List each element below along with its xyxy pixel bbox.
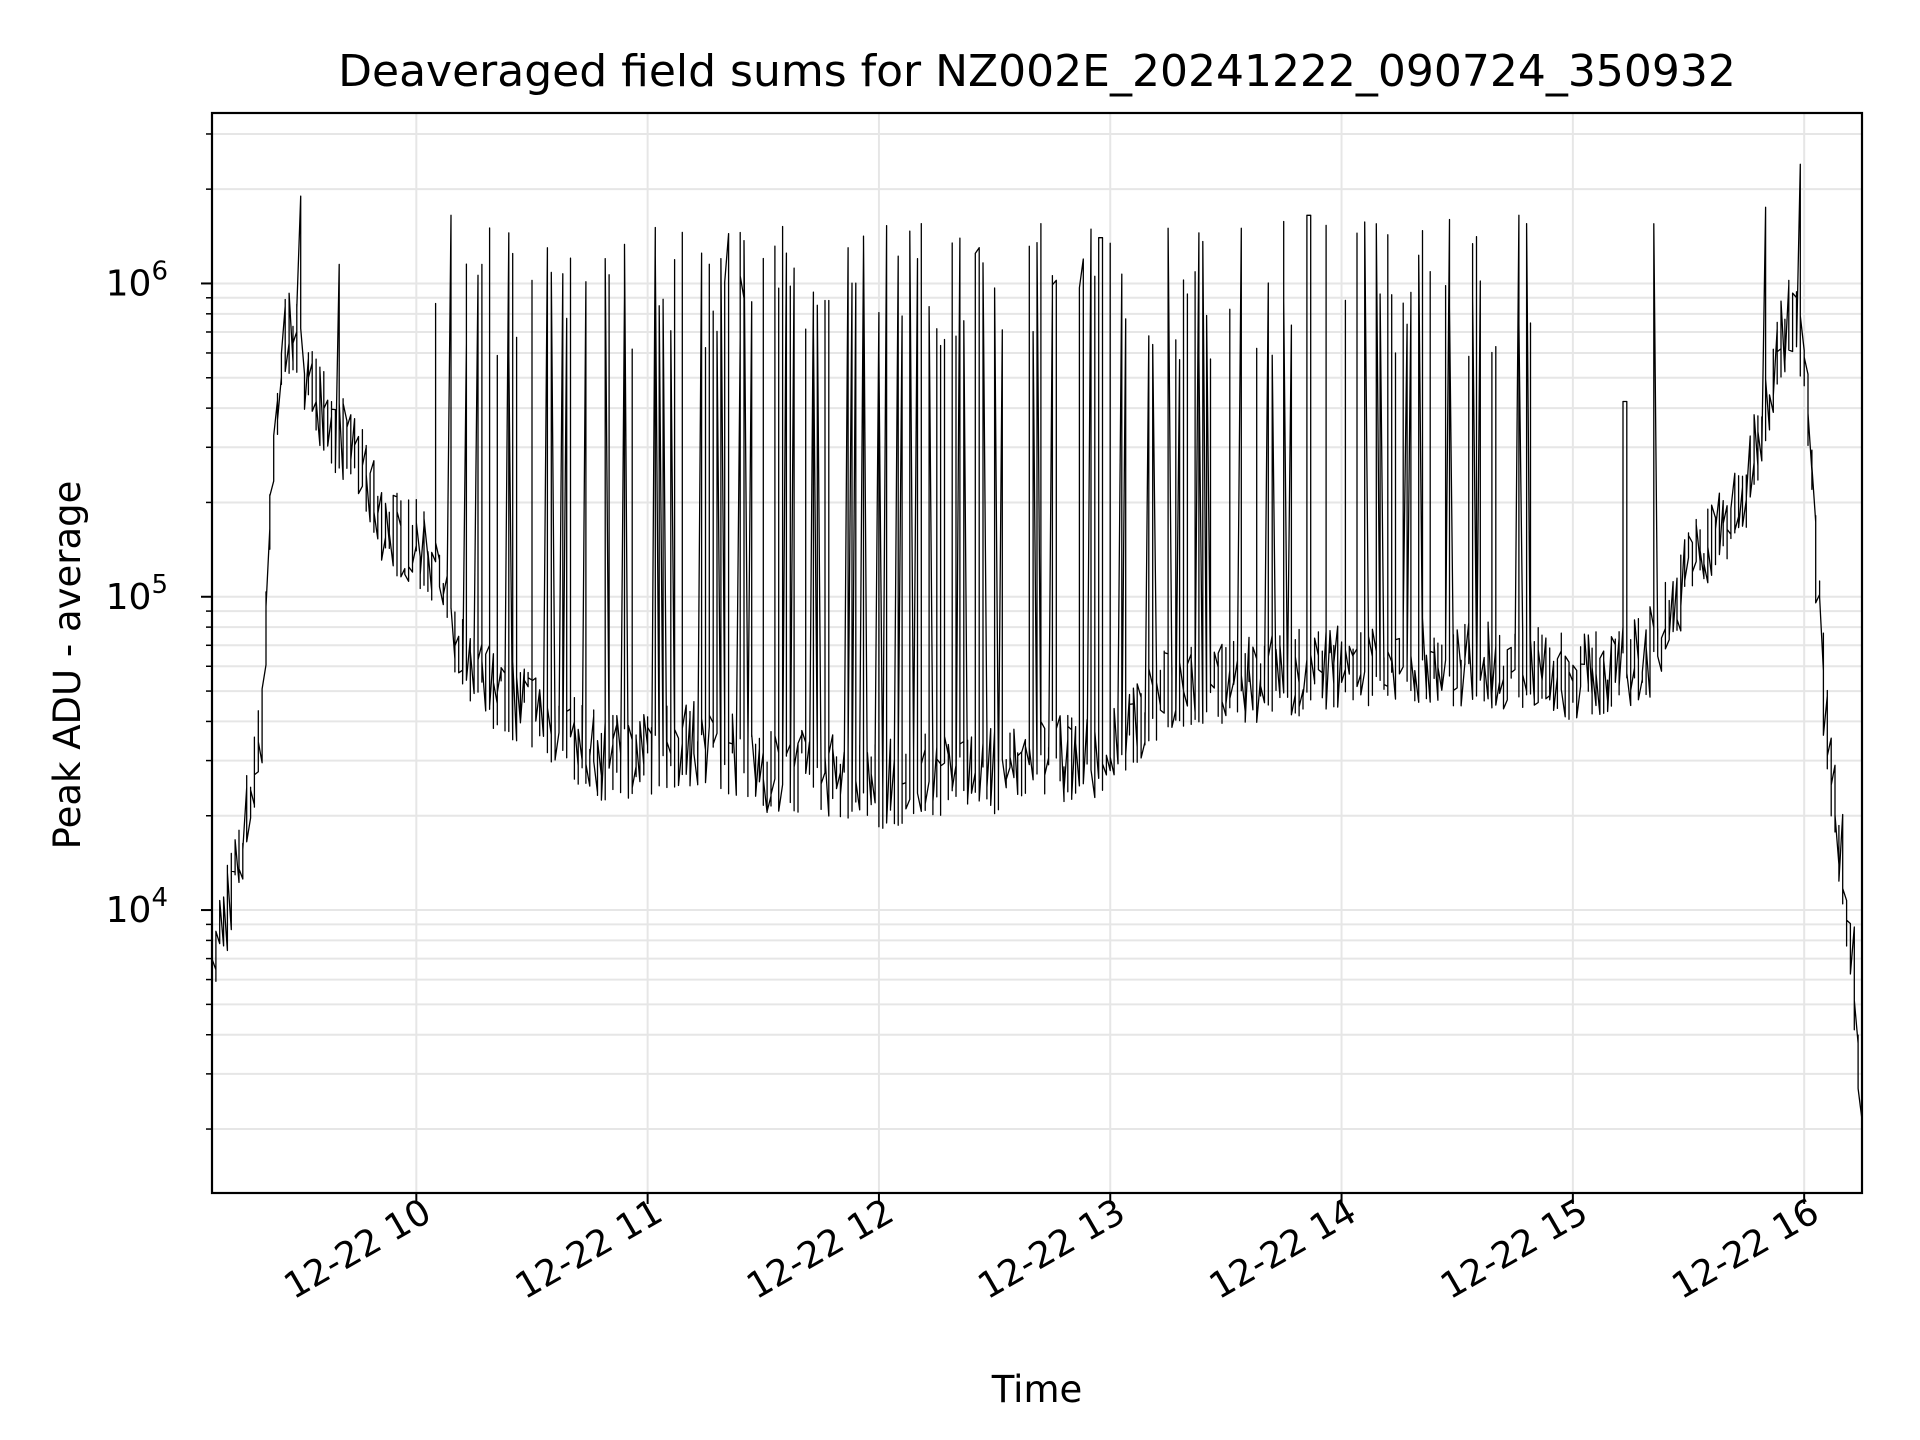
y-tick-label: 106	[106, 256, 168, 304]
plot-area	[211, 163, 1863, 1120]
axes-frame	[210, 111, 1864, 1195]
y-axis-label: Peak ADU - average	[46, 481, 89, 850]
series-line	[211, 163, 1863, 1120]
y-tick-label: 105	[106, 570, 168, 618]
chart-title: Deaveraged field sums for NZ002E_2024122…	[338, 46, 1736, 97]
x-axis-label: Time	[991, 1368, 1083, 1411]
y-tick-label: 104	[106, 883, 168, 931]
